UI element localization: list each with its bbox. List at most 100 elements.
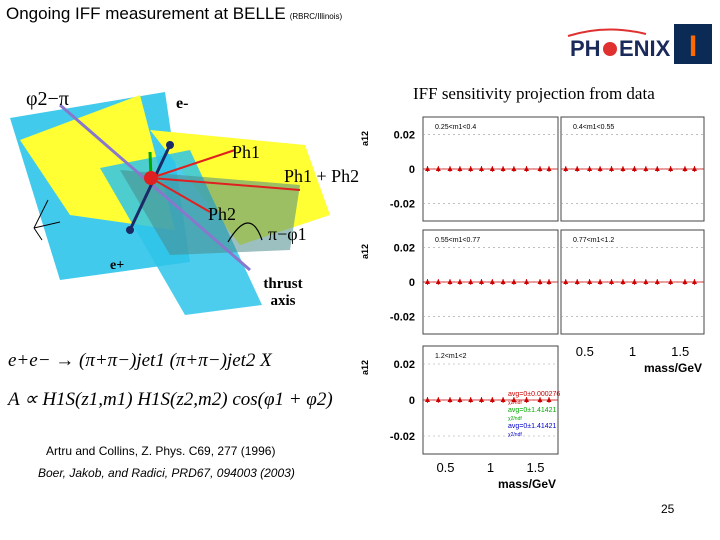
axis-y: [33, 199, 49, 229]
logo-text-left: PH: [570, 36, 601, 61]
data-point: [563, 279, 569, 284]
reaction-formula: e+e− → (π+π−)jet1 (π+π−)jet2 X: [8, 350, 272, 371]
ph2-arrow: [150, 177, 211, 213]
legend-entry: χ2/ndf: [508, 400, 522, 406]
chart-panel: 0.77<m1<1.2 0.5 1 1.5 mass/GeV: [560, 229, 705, 375]
panel-label: 0.77<m1<1.2: [573, 237, 614, 244]
y-tick-label: 0.02: [394, 129, 415, 141]
ph1-arrow: [150, 149, 236, 179]
legend-entry: avg=0±1.41421: [508, 423, 557, 430]
data-point: [643, 166, 649, 171]
data-point: [574, 166, 580, 171]
data-point: [500, 166, 506, 171]
x-tick-label: 1: [487, 460, 494, 475]
beam-line: [128, 144, 172, 231]
y-tick-label: -0.02: [390, 312, 415, 324]
ph2-label: Ph2: [208, 204, 237, 224]
x-tick-label: 1: [629, 344, 636, 359]
data-point: [546, 279, 552, 284]
panel-label: 1.2<m1<2: [435, 353, 467, 360]
data-point: [654, 166, 660, 171]
data-point: [537, 397, 543, 402]
x-axis-label: mass/GeV: [498, 477, 556, 491]
data-point: [546, 397, 552, 402]
reference-1: Artru and Collins, Z. Phys. C69, 277 (19…: [46, 444, 276, 458]
data-point: [457, 279, 463, 284]
data-point: [489, 397, 495, 402]
data-point: [620, 166, 626, 171]
data-point: [468, 397, 474, 402]
y-axis-label: a12: [360, 360, 370, 375]
data-point: [468, 166, 474, 171]
data-point: [691, 279, 697, 284]
data-point: [500, 279, 506, 284]
y-tick-label: 0.02: [394, 359, 415, 371]
legend-entry: avg=0±1.41421: [508, 407, 557, 414]
e-plus-dot: [126, 226, 134, 234]
data-point: [574, 279, 580, 284]
asymmetry-formula: A ∝ H1S(z1,m1) H1S(z2,m2) cos(φ1 + φ2): [8, 389, 333, 410]
phenix-logo: PH ENIX I: [567, 24, 712, 64]
x-tick-label: 0.5: [436, 460, 454, 475]
data-point: [643, 279, 649, 284]
data-point: [654, 279, 660, 284]
panel-label: 0.55<m1<0.77: [435, 237, 480, 244]
data-point: [620, 279, 626, 284]
y-tick-label: 0.02: [394, 242, 415, 254]
data-point: [524, 397, 529, 402]
data-point: [489, 279, 495, 284]
data-point: [587, 279, 593, 284]
iff-chart: 0.25<m1<0.4 0.02 0 -0.02 a12 0.4<m1<0.55 0.55<…: [360, 116, 705, 491]
slide-title-suffix: (RBRC/Illinois): [289, 12, 343, 21]
y-tick-label: 0: [409, 277, 415, 289]
ph1-label: Ph1: [232, 142, 261, 162]
y-tick-label: -0.02: [390, 199, 415, 211]
interaction-point: [144, 171, 158, 185]
data-point: [563, 166, 569, 171]
ph1-ph2-label: Ph1 + Ph2: [284, 166, 360, 186]
ph1-ph2-arrow: [150, 177, 301, 191]
y-tick-label: 0: [409, 164, 415, 176]
angle-arc: [227, 222, 263, 243]
data-point: [691, 166, 697, 171]
x-tick-label: 0.5: [576, 344, 594, 359]
page-number: 25: [661, 502, 675, 516]
data-point: [682, 166, 688, 171]
data-point: [537, 166, 543, 171]
slide-title-text: Ongoing IFF measurement at BELLE: [6, 4, 286, 23]
chart-panel: 0.55<m1<0.77 0.02 0 -0.02 a12: [360, 229, 559, 335]
y-tick-label: 0: [409, 395, 415, 407]
iff-caption: IFF sensitivity projection from data: [413, 84, 655, 103]
phi2-label: φ2−π: [26, 88, 69, 110]
data-point: [479, 397, 484, 402]
y-tick-label: -0.02: [390, 431, 415, 443]
phoenix-bird-icon: [603, 42, 617, 56]
data-point: [609, 166, 615, 171]
data-point: [457, 397, 463, 402]
thrust-axis-label: thrust axis: [263, 276, 303, 309]
data-point: [668, 166, 674, 171]
e-minus-dot: [166, 141, 174, 149]
e-plus-label: e+: [110, 258, 125, 273]
reference-2: Boer, Jakob, and Radici, PRD67, 094003 (…: [38, 466, 295, 480]
panel-label: 0.25<m1<0.4: [435, 124, 476, 131]
data-point: [524, 166, 529, 171]
data-point: [447, 166, 453, 171]
illinois-emblem-letter: I: [689, 30, 697, 63]
logo-text-right: ENIX: [619, 36, 671, 61]
data-point: [479, 279, 484, 284]
data-point: [500, 397, 506, 402]
data-point: [447, 397, 453, 402]
data-point: [524, 279, 529, 284]
thrust-axis-line: [59, 103, 251, 272]
axis-x: [33, 221, 61, 229]
data-point: [668, 279, 674, 284]
y-axis-label: a12: [360, 131, 370, 146]
plane-gray: [120, 170, 300, 255]
data-point: [435, 397, 441, 402]
data-point: [435, 166, 441, 171]
y-axis-label: a12: [360, 244, 370, 259]
data-point: [511, 166, 517, 171]
data-point: [468, 279, 474, 284]
data-point: [425, 279, 430, 284]
